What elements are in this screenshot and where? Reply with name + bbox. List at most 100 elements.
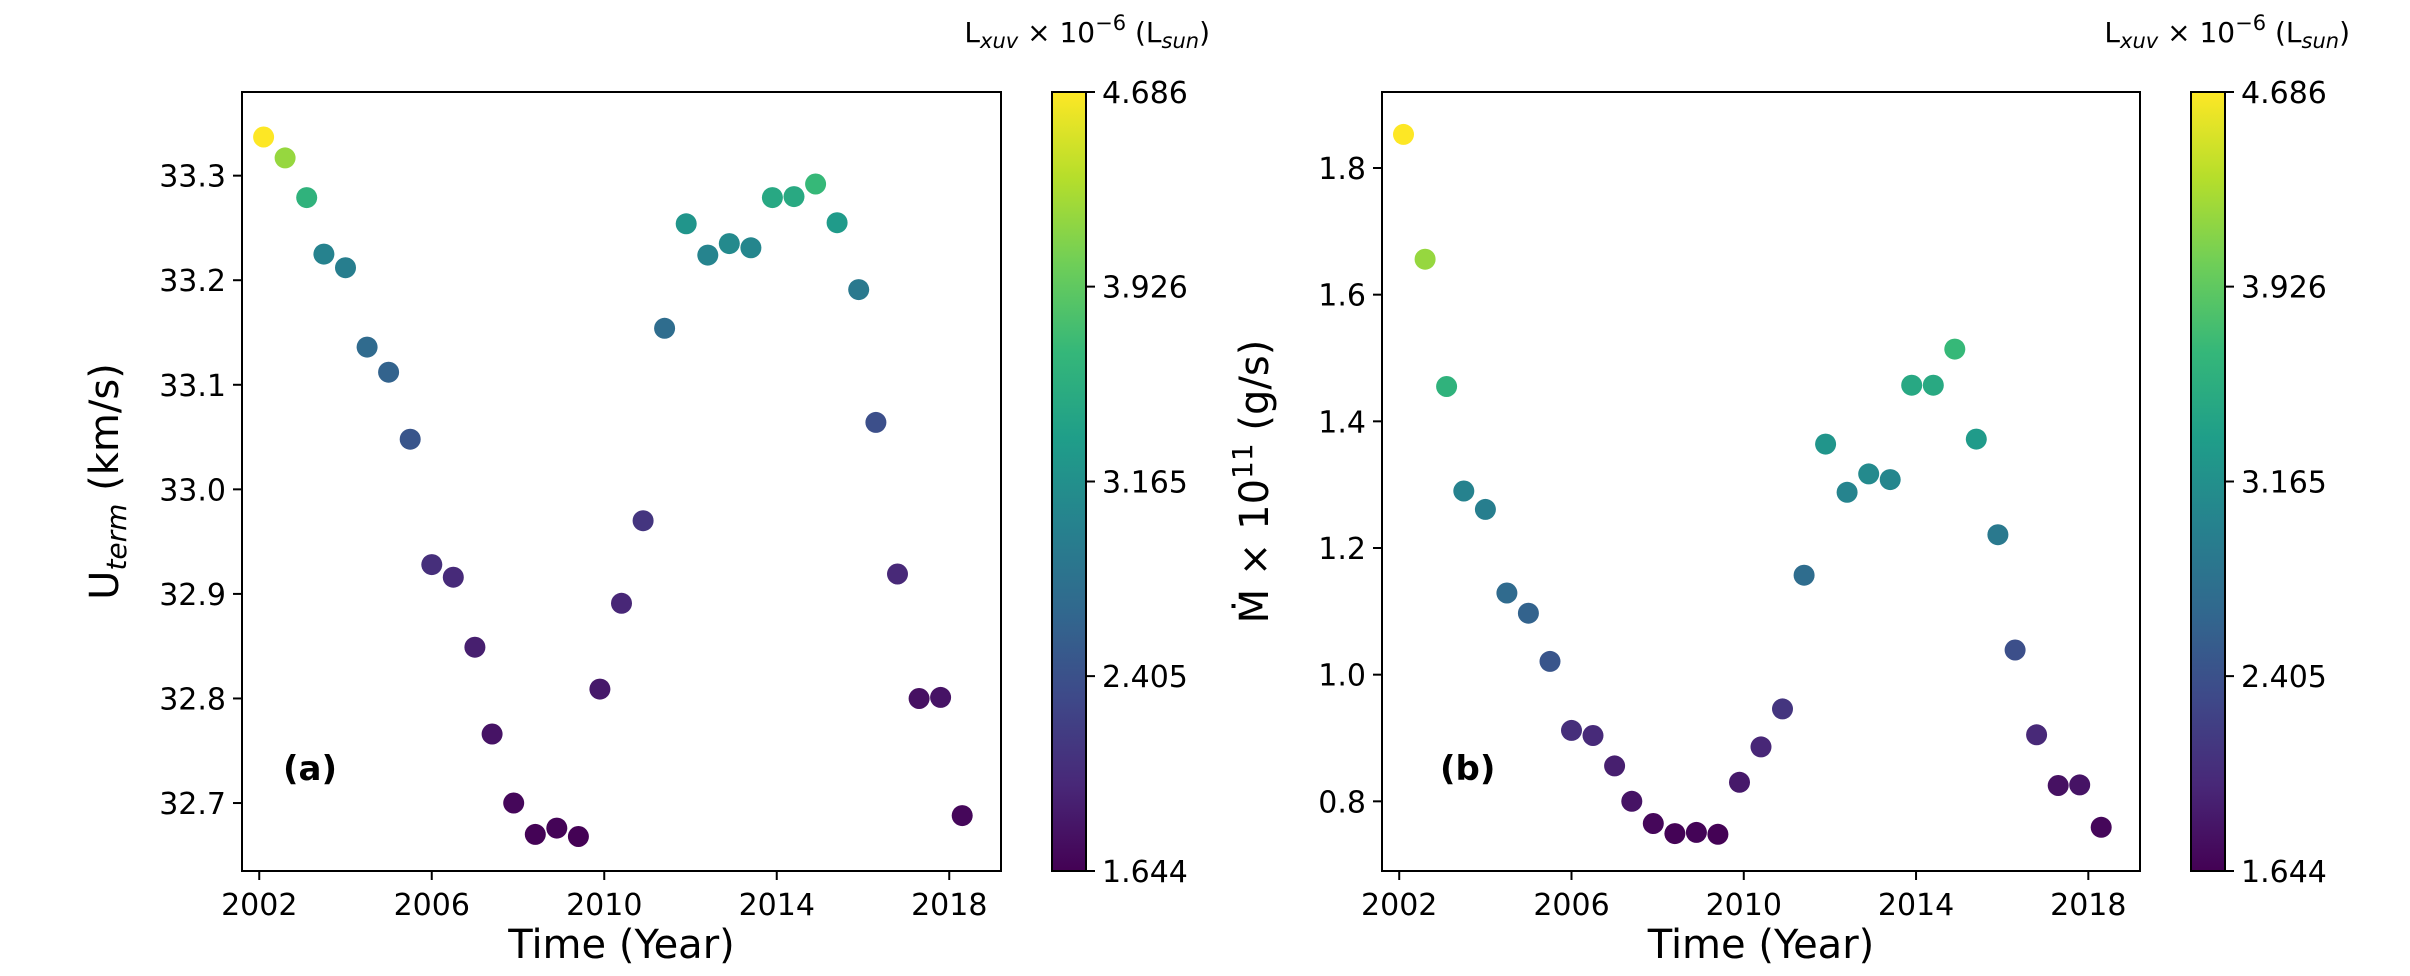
panel-b-colorbar-title: Lxuv × 10−6 (Lsun) <box>2104 11 2350 53</box>
panel-a-cb-title-unit-close: ) <box>1199 16 1210 49</box>
panel-a-y-tick-label: 32.8 <box>159 682 226 717</box>
panel-a-colorbar-ticks: 1.644 2.405 3.165 3.926 4.686 <box>1086 76 1188 890</box>
panel-a-y-tick-label: 33.2 <box>159 264 226 299</box>
panel-b-y-tick-label: 0.8 <box>1318 785 1366 820</box>
panel-b-colorbar-tick-label: 4.686 <box>2241 76 2327 111</box>
panel-a-data-point <box>848 279 870 301</box>
panel-a-data-point <box>865 411 887 433</box>
panel-a-y-tick-label: 32.9 <box>159 578 226 613</box>
panel-b-data-point <box>1664 823 1686 845</box>
panel-a-data-point <box>908 688 930 709</box>
panel-b-data-point <box>1707 823 1729 845</box>
panel-b-data-point <box>1858 463 1880 485</box>
panel-b-data-point <box>1414 248 1436 270</box>
panel-b-data-point <box>1517 602 1539 624</box>
panel-a-colorbar-tick-label: 4.686 <box>1102 76 1188 111</box>
panel-b-data-point <box>2090 816 2112 838</box>
panel-b-data-point <box>1539 650 1561 672</box>
panel-b-data-point <box>1815 433 1837 455</box>
panel-a-x-tick-label: 2010 <box>566 888 642 923</box>
panel-b-ylabel-unit: (g/s) <box>1232 340 1278 444</box>
panel-a-x-ticks: 2002 2006 2010 2014 2018 <box>221 871 987 923</box>
panel-b-data-point <box>1729 771 1750 793</box>
panel-a-data-point <box>399 428 421 450</box>
panel-b-data-point <box>1901 374 1923 396</box>
panel-b-data-point <box>1944 338 1966 360</box>
panel-b-y-axis-label: Ṁ × 1011 (g/s) <box>1226 340 1278 624</box>
panel-b-ylabel-exp: 11 <box>1226 443 1259 479</box>
panel-a-y-tick-label: 33.3 <box>159 160 226 195</box>
panel-a-x-tick-label: 2014 <box>739 888 815 923</box>
panel-a-data-point <box>274 147 296 169</box>
panel-b-data-point <box>1393 123 1414 145</box>
panel-a-data-point <box>675 213 697 235</box>
panel-b-colorbar-tick-label: 1.644 <box>2241 855 2327 890</box>
panel-a-colorbar-tick-label: 3.926 <box>1102 271 1188 306</box>
panel-a-data-point <box>826 212 848 234</box>
panel-a-data-point <box>718 233 740 255</box>
panel-a-cb-title-base: 10 <box>1059 16 1095 49</box>
panel-a-data-point <box>253 126 275 148</box>
panel-a-data-point <box>442 566 464 588</box>
panel-b-data-point <box>1604 755 1626 777</box>
panel-b-data-point <box>2004 639 2026 661</box>
panel-b-cb-title-sub1: xuv <box>2119 29 2159 53</box>
panel-b-x-tick-label: 2014 <box>1878 888 1954 923</box>
panel-b-data-point <box>1453 480 1475 502</box>
panel-a-data-point <box>546 817 568 839</box>
panel-a-ylabel-sub: term <box>100 504 133 571</box>
panel-b-cb-title-unit-close: ) <box>2339 16 2350 49</box>
panel-a-data-point <box>481 723 503 745</box>
panel-a-colorbar: 1.644 2.405 3.165 3.926 4.686 Lxuv × 10−6 (L… <box>964 11 1210 890</box>
panel-b-x-tick-label: 2010 <box>1706 888 1782 923</box>
panel-b-plot-frame <box>1381 91 2141 872</box>
panel-a-cb-title-mid: × <box>1018 16 1059 49</box>
panel-b-points <box>1393 123 2112 845</box>
panel-a-colorbar-tick-label: 3.165 <box>1102 466 1188 501</box>
panel-a-data-point <box>632 510 654 532</box>
panel-a-data-point <box>356 336 378 358</box>
panel-a-data-point <box>335 257 356 279</box>
panel-a-data-point <box>296 187 318 209</box>
panel-a-cb-title-sub2: sun <box>1162 29 1200 53</box>
panel-a-colorbar-tick-label: 2.405 <box>1102 660 1188 695</box>
panel-a-data-point <box>524 823 546 845</box>
panel-b-x-tick-label: 2006 <box>1533 888 1609 923</box>
panel-a-data-point <box>567 826 589 847</box>
panel-b-cb-title-main: L <box>2104 16 2120 49</box>
panel-b-colorbar-ticks: 1.644 2.405 3.165 3.926 4.686 <box>2225 76 2327 890</box>
panel-a-data-point <box>887 563 908 585</box>
panel-b-x-ticks: 2002 2006 2010 2014 2018 <box>1361 871 2126 923</box>
panel-a-y-axis-label: Uterm (km/s) <box>82 363 133 600</box>
panel-a-data-point <box>464 636 486 658</box>
panel-a-data-point <box>654 317 676 339</box>
panel-a-data-point <box>503 792 525 814</box>
panel-a-data-point <box>783 186 805 208</box>
panel-b-data-point <box>1772 698 1793 720</box>
panel-b-y-tick-label: 1.4 <box>1318 405 1366 440</box>
panel-a-colorbar-title: Lxuv × 10−6 (Lsun) <box>964 11 1210 53</box>
panel-a-colorbar-tick-label: 1.644 <box>1102 855 1188 890</box>
panel-b-y-tick-label: 1.8 <box>1318 152 1366 187</box>
panel-a-data-point <box>313 243 335 265</box>
panel-b-y-tick-label: 1.2 <box>1318 532 1366 567</box>
panel-b-data-point <box>1582 725 1604 746</box>
panel-b-data-point <box>2047 775 2069 796</box>
panel-a: 2002 2006 2010 2014 2018 32.7 32.8 32.9 33.0 33.… <box>82 11 1210 968</box>
panel-a-x-tick-label: 2002 <box>221 888 297 923</box>
panel-b-colorbar-gradient <box>2190 91 2226 872</box>
panel-b-cb-title-mid: × <box>2158 16 2199 49</box>
panel-a-y-ticks: 32.7 32.8 32.9 33.0 33.1 33.2 33.3 <box>159 160 242 822</box>
panel-a-colorbar-gradient <box>1051 91 1087 872</box>
panel-b-data-point <box>1750 736 1772 758</box>
panel-a-y-tick-label: 32.7 <box>159 787 226 822</box>
panel-b-label: (b) <box>1440 749 1495 789</box>
panel-b-data-point <box>1561 719 1582 741</box>
panel-a-data-point <box>421 554 443 576</box>
panel-b-cb-title-base: 10 <box>2199 16 2235 49</box>
panel-a-cb-title-exp: −6 <box>1095 11 1126 35</box>
panel-b-x-tick-label: 2002 <box>1361 888 1437 923</box>
panel-a-x-tick-label: 2006 <box>394 888 470 923</box>
panel-b-data-point <box>1474 498 1496 520</box>
panel-a-x-axis-label: Time (Year) <box>507 922 735 968</box>
